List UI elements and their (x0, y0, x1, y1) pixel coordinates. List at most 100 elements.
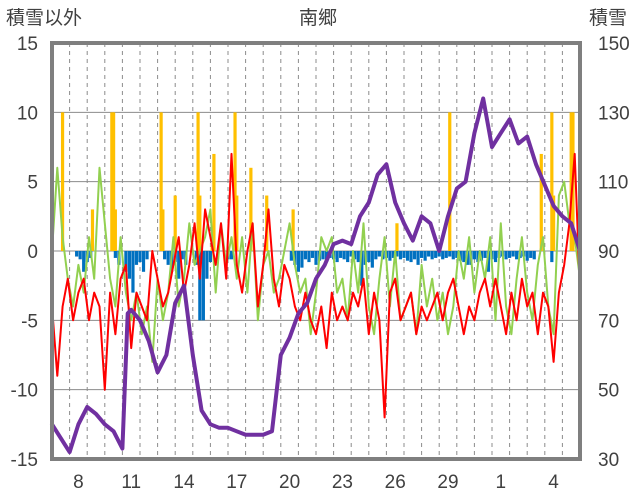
snowfall-bar (550, 112, 554, 251)
negative_bars-bar (455, 251, 459, 258)
negative_bars-bar (198, 251, 202, 321)
negative_bars-bar (360, 251, 364, 286)
x-tick-label: 1 (496, 472, 507, 493)
snowfall-bar (159, 112, 163, 251)
line-series (50, 96, 582, 455)
snowfall-bar (161, 209, 165, 251)
negative_bars-bar (303, 251, 308, 260)
x-tick-label: 29 (437, 472, 458, 493)
right-tick-label: 70 (598, 311, 619, 332)
snowfall-bar (395, 223, 399, 251)
negative_bars-bar (201, 251, 205, 321)
right-tick-label: 30 (598, 450, 619, 471)
negative_bars-bar (409, 251, 413, 263)
negative_bars-bar (430, 251, 434, 260)
snowfall-bar (60, 112, 65, 251)
negative_bars-bar (486, 251, 491, 272)
snowfall-bar (552, 195, 556, 251)
right-tick-label: 150 (598, 34, 630, 55)
left-tick-label: 15 (17, 34, 38, 55)
snowfall-bar (110, 112, 114, 251)
negative_bars-bar (476, 251, 480, 263)
left-tick-label: 10 (17, 103, 38, 124)
snow_depth-line (50, 96, 582, 455)
negative_bars-bar (138, 251, 142, 263)
negative_bars-bar (483, 251, 487, 258)
snowfall-bar (112, 112, 116, 251)
right-axis-ticks: 150 130 110 90 70 50 30 (598, 34, 630, 471)
negative_bars-bar (504, 251, 508, 260)
negative_bars-bar (395, 251, 399, 257)
negative_bars-bar (441, 251, 445, 260)
negative_bars-bar (82, 251, 86, 272)
negative_bars-bar (321, 251, 325, 260)
x-tick-label: 8 (73, 472, 84, 493)
negative_bars-bar (451, 251, 455, 260)
negative_bars-bar (346, 251, 350, 263)
x-tick-label: 11 (121, 472, 141, 493)
right-axis-label: 積雪 (589, 7, 627, 29)
right-tick-label: 130 (598, 103, 630, 124)
negative_bars-bar (416, 251, 420, 265)
negative_bars-bar (349, 251, 353, 257)
negative_bars-bar (166, 251, 170, 265)
snowfall-bar (173, 195, 177, 251)
negative_bars-bar (462, 251, 466, 263)
negative_bars-bar (420, 251, 424, 258)
negative_bars-bar (296, 251, 300, 272)
negative_bars-bar (145, 251, 149, 260)
negative_bars-bar (367, 251, 371, 263)
snowfall-bar (539, 153, 543, 251)
right-tick-label: 110 (598, 173, 628, 194)
negative_bars-bar (339, 251, 343, 258)
negative_bars-bar (370, 251, 374, 268)
snowfall-bar (291, 209, 295, 251)
negative_bars-bar (391, 251, 396, 258)
negative_bars-bar (529, 251, 533, 258)
negative_bars-bar (127, 251, 132, 279)
right-tick-label: 90 (598, 242, 619, 263)
left-tick-label: -10 (11, 381, 38, 402)
snowfall-bar (113, 209, 117, 251)
negative_bars-bar (405, 251, 410, 261)
negative_bars-bar (177, 251, 181, 279)
x-tick-label: 23 (332, 472, 353, 493)
left-axis-ticks: 15 10 5 0 -5 -10 -15 (11, 34, 38, 471)
negative_bars-bar (525, 251, 529, 261)
snowfall-bar (233, 112, 237, 251)
negative_bars-bar (508, 251, 512, 258)
negative_bars-bar (434, 251, 438, 258)
negative_bars-bar (141, 251, 146, 272)
left-tick-label: -5 (21, 311, 38, 332)
negative_bars-bar (532, 251, 536, 260)
x-tick-label: 14 (173, 472, 195, 493)
negative_bars-bar (353, 251, 357, 260)
negative_bars-bar (448, 251, 452, 257)
left-axis-label: 積雪以外 (6, 7, 82, 29)
plot-frame (50, 41, 582, 461)
negative_bars-bar (515, 251, 519, 260)
negative_bars-bar (550, 251, 554, 263)
negative_bars-bar (163, 251, 167, 260)
negative_bars-bar (113, 251, 117, 258)
negative_bars-bar (205, 251, 209, 279)
snowfall-bar (212, 153, 216, 251)
negative_bars-bar (356, 251, 360, 263)
negative_bars-bar (78, 251, 82, 260)
left-tick-label: 0 (27, 242, 38, 263)
snowfall-bar (448, 112, 452, 251)
negative_bars-bar (342, 251, 346, 260)
negative_bars-bar (180, 251, 184, 260)
negative_bars-bar (412, 251, 417, 260)
right-tick-label: 50 (598, 381, 619, 402)
snowfall-bar (569, 112, 573, 251)
negative_bars-bar (398, 251, 403, 260)
negative_bars-bar (444, 251, 448, 258)
negative_bars-bar (134, 251, 139, 265)
temperature-line (51, 152, 581, 419)
negative_bars-bar (377, 251, 381, 257)
left-tick-label: -15 (11, 450, 38, 471)
negative_bars-bar (310, 251, 315, 258)
negative_bars-bar (335, 251, 339, 263)
